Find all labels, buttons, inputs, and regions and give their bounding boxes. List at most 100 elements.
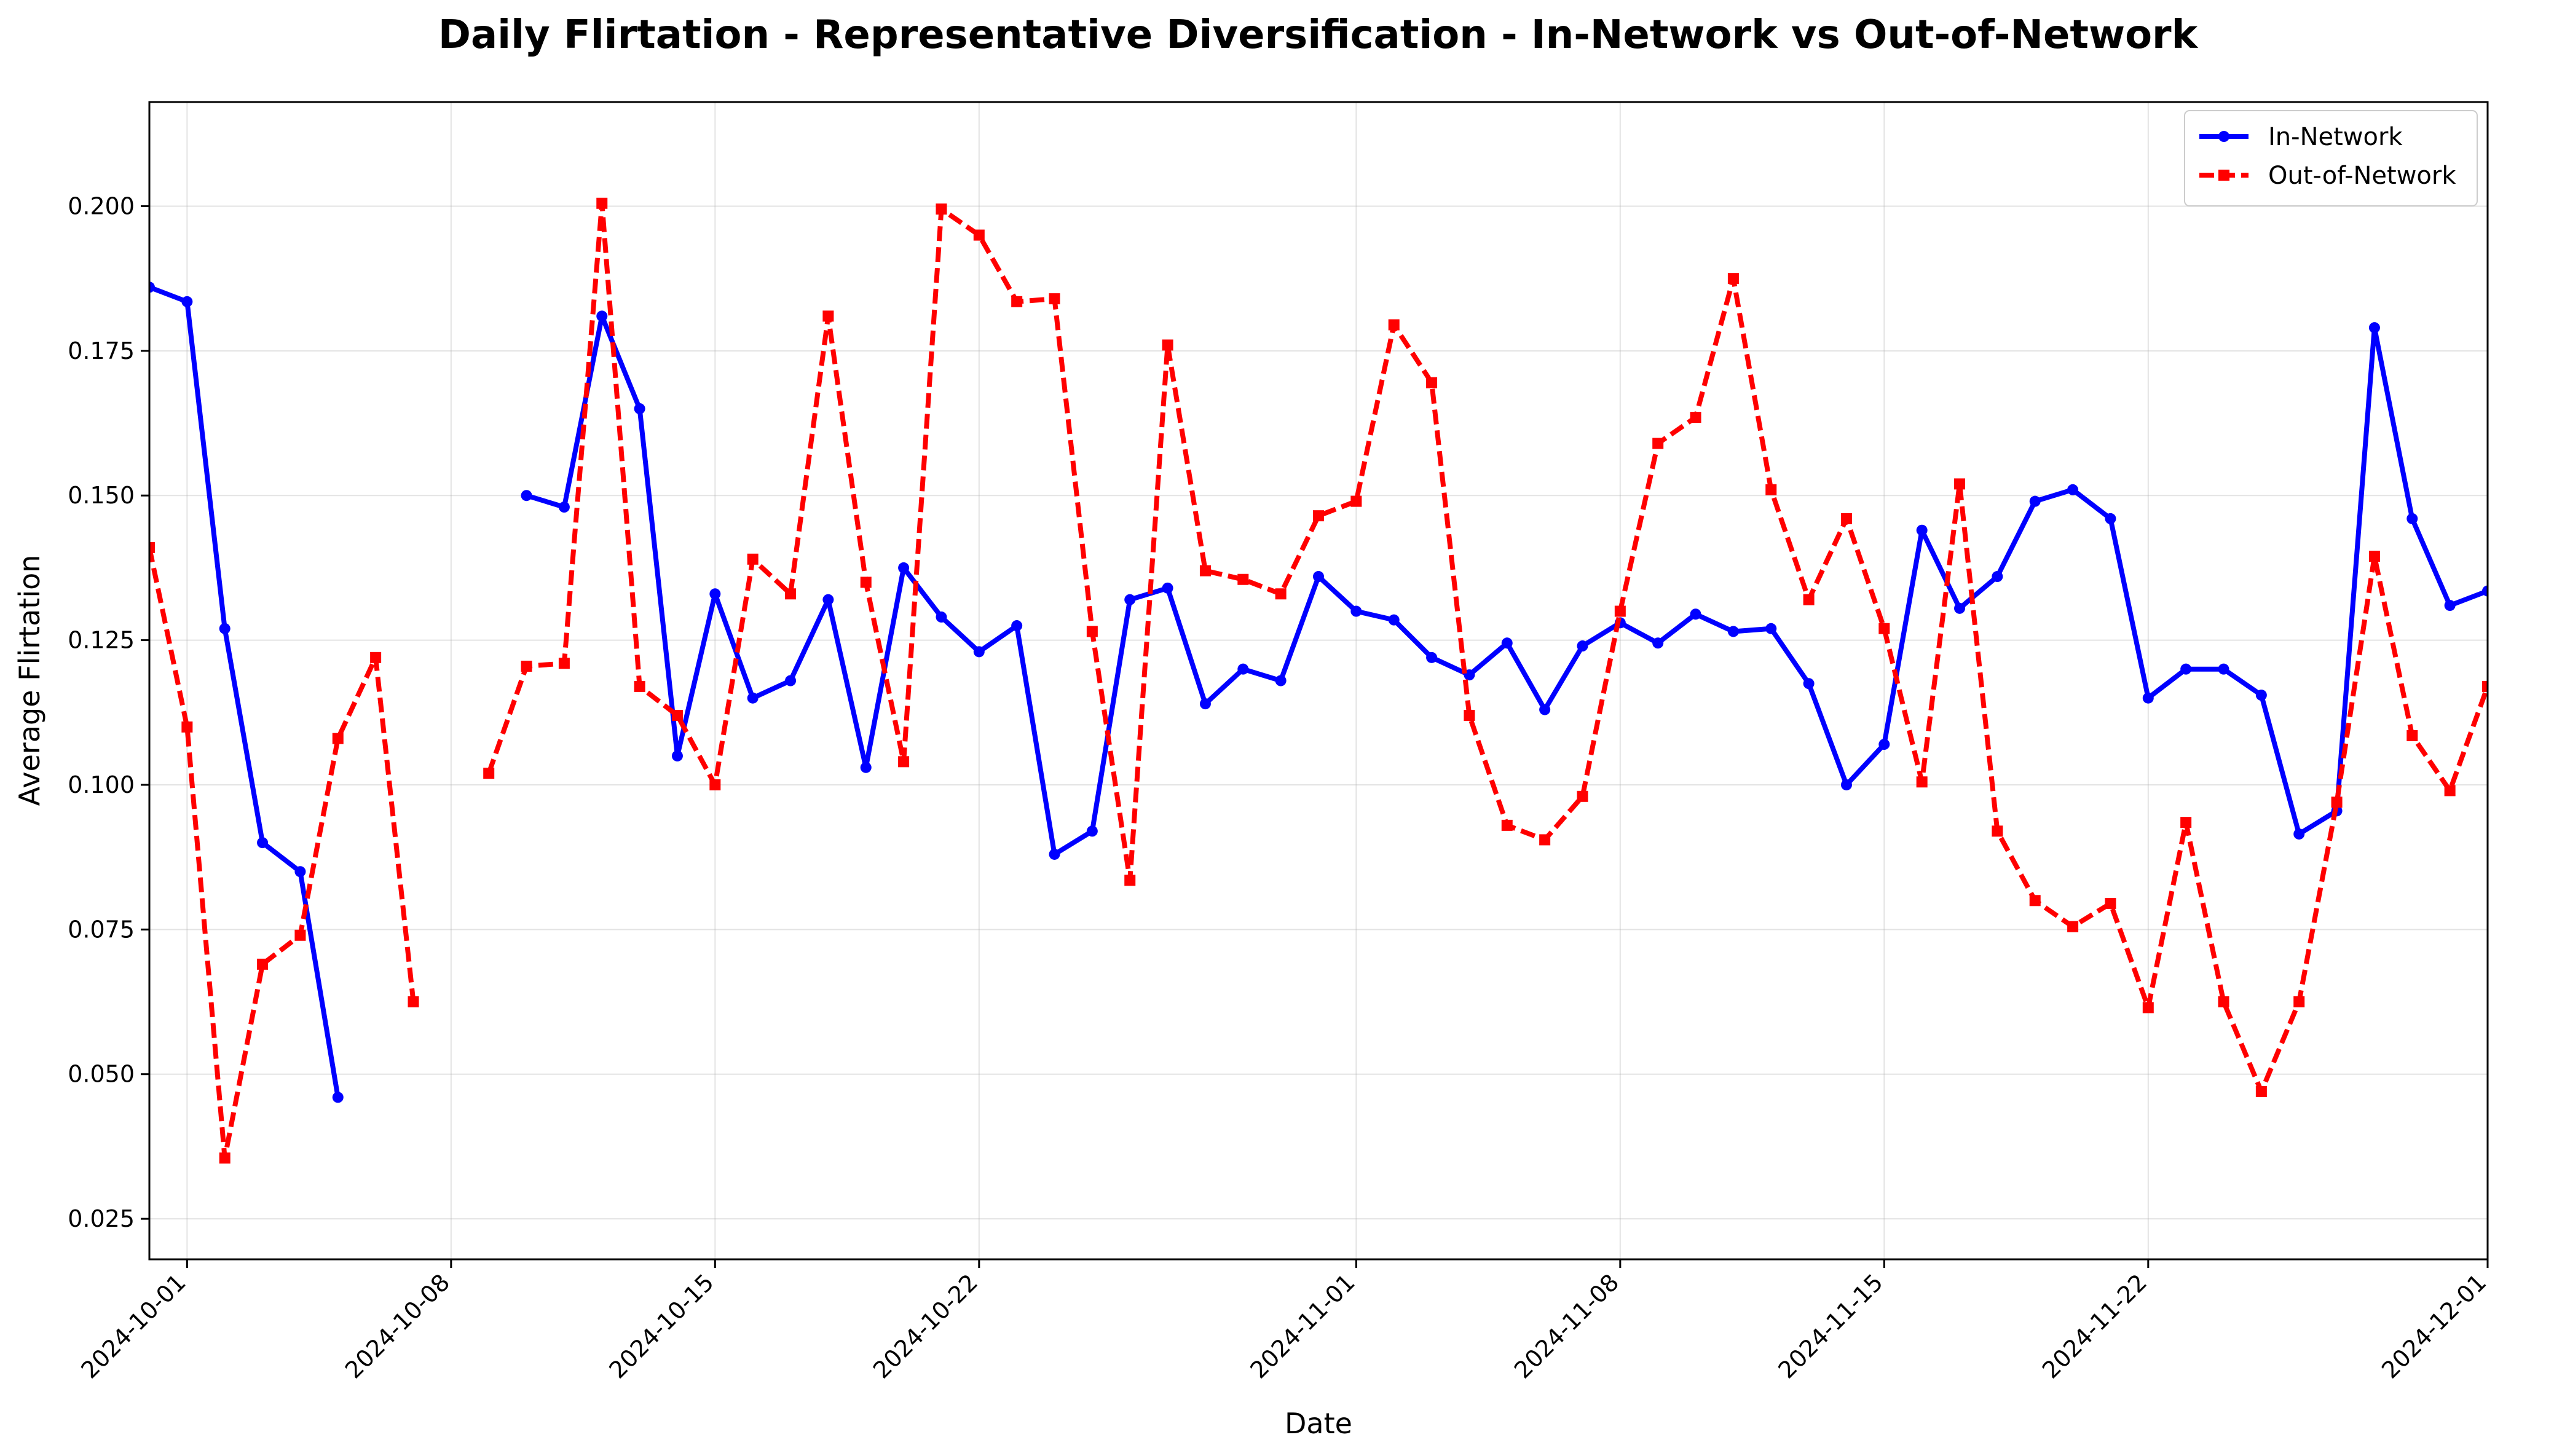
data-point-in-network <box>1652 637 1664 649</box>
data-point-in-network <box>1086 825 1098 837</box>
series-group <box>149 197 2488 1164</box>
data-point-out-of-network <box>483 768 495 779</box>
data-point-in-network <box>2067 484 2079 495</box>
y-tick-label: 0.200 <box>68 192 135 219</box>
data-point-out-of-network <box>1049 293 1060 305</box>
data-point-out-of-network <box>1916 776 1928 788</box>
data-point-out-of-network <box>1124 875 1136 886</box>
legend: In-Network Out-of-Network <box>2184 110 2478 207</box>
data-point-in-network <box>1727 626 1739 637</box>
data-point-in-network <box>671 750 683 761</box>
data-point-in-network <box>2293 828 2305 840</box>
data-point-in-network <box>596 310 608 322</box>
x-axis-label: Date <box>1285 1407 1352 1440</box>
data-point-out-of-network <box>671 709 683 721</box>
data-point-in-network <box>2029 495 2041 507</box>
data-point-out-of-network <box>1501 819 1513 831</box>
legend-label-in-network: In-Network <box>2268 123 2403 151</box>
data-point-in-network <box>1765 623 1777 634</box>
data-point-out-of-network <box>1199 565 1211 576</box>
data-point-in-network <box>1049 848 1060 860</box>
data-point-in-network <box>1237 663 1249 675</box>
data-point-out-of-network <box>860 576 872 588</box>
data-point-out-of-network <box>1350 495 1362 507</box>
data-point-out-of-network <box>1878 623 1890 634</box>
data-point-in-network <box>747 692 759 704</box>
data-point-out-of-network <box>149 541 155 553</box>
data-point-in-network <box>1840 779 1852 790</box>
data-point-in-network <box>2218 663 2229 675</box>
data-point-out-of-network <box>1992 825 2003 837</box>
chart-title: Daily Flirtation - Representative Divers… <box>438 12 2199 58</box>
data-point-out-of-network <box>332 733 344 744</box>
data-point-out-of-network <box>1727 273 1739 285</box>
data-point-in-network <box>1426 651 1438 663</box>
plot-frame <box>148 101 2489 1261</box>
data-point-in-network <box>1539 704 1551 715</box>
data-point-out-of-network <box>2293 996 2305 1008</box>
data-point-out-of-network <box>1803 594 1815 605</box>
data-point-in-network <box>1577 640 1588 652</box>
data-point-out-of-network <box>2029 895 2041 907</box>
data-point-out-of-network <box>219 1152 231 1164</box>
data-point-out-of-network <box>936 203 947 215</box>
series-out-of-network <box>149 197 2488 1164</box>
y-axis: 0.025 0.050 0.075 0.100 0.125 0.150 0.175 0.200 <box>68 192 149 1232</box>
data-point-in-network <box>1916 524 1928 536</box>
data-point-in-network <box>257 837 269 849</box>
data-point-in-network <box>1878 739 1890 750</box>
data-point-in-network <box>1313 571 1324 583</box>
data-point-out-of-network <box>709 779 721 790</box>
data-point-out-of-network <box>257 958 269 970</box>
data-point-in-network <box>634 403 645 414</box>
data-point-in-network <box>936 611 947 623</box>
legend-marker-out-of-network <box>2218 170 2229 181</box>
data-point-in-network <box>294 866 306 878</box>
series-line-out-of-network <box>149 547 416 1161</box>
y-tick-label: 0.175 <box>68 337 135 364</box>
data-point-out-of-network <box>1426 377 1438 388</box>
data-point-out-of-network <box>2482 680 2488 692</box>
data-point-in-network <box>149 281 155 293</box>
data-point-out-of-network <box>1237 573 1249 585</box>
data-point-out-of-network <box>1162 339 1173 351</box>
data-point-in-network <box>1954 602 1966 614</box>
data-point-out-of-network <box>1539 834 1551 846</box>
data-point-out-of-network <box>294 929 306 941</box>
data-point-in-network <box>219 623 231 634</box>
data-point-out-of-network <box>1690 412 1701 423</box>
data-point-in-network <box>898 562 910 573</box>
data-point-out-of-network <box>2331 797 2343 808</box>
data-point-in-network <box>973 646 985 658</box>
data-point-in-network <box>558 502 570 513</box>
data-point-out-of-network <box>1954 478 1966 490</box>
data-point-in-network <box>1124 594 1136 605</box>
data-point-out-of-network <box>2368 551 2380 562</box>
data-point-out-of-network <box>973 229 985 241</box>
data-point-out-of-network <box>1011 296 1023 307</box>
data-point-in-network <box>1011 620 1023 632</box>
data-point-in-network <box>1199 698 1211 710</box>
data-point-in-network <box>860 761 872 773</box>
legend-box <box>2184 110 2478 207</box>
data-point-in-network <box>521 490 532 502</box>
data-point-in-network <box>181 296 193 307</box>
data-point-out-of-network <box>747 553 759 565</box>
data-point-out-of-network <box>1086 626 1098 637</box>
data-point-in-network <box>1992 571 2003 583</box>
y-tick-label: 0.100 <box>68 771 135 798</box>
data-point-in-network <box>822 594 834 605</box>
data-point-out-of-network <box>1577 790 1588 802</box>
data-point-in-network <box>2482 585 2488 597</box>
data-point-in-network <box>2444 600 2456 612</box>
data-point-out-of-network <box>521 660 532 672</box>
data-point-out-of-network <box>898 756 910 768</box>
y-tick-label: 0.125 <box>68 627 135 654</box>
y-tick-label: 0.075 <box>68 916 135 943</box>
data-point-out-of-network <box>1388 319 1400 331</box>
data-point-out-of-network <box>2406 730 2418 741</box>
data-point-out-of-network <box>181 721 193 733</box>
data-point-in-network <box>1162 582 1173 594</box>
